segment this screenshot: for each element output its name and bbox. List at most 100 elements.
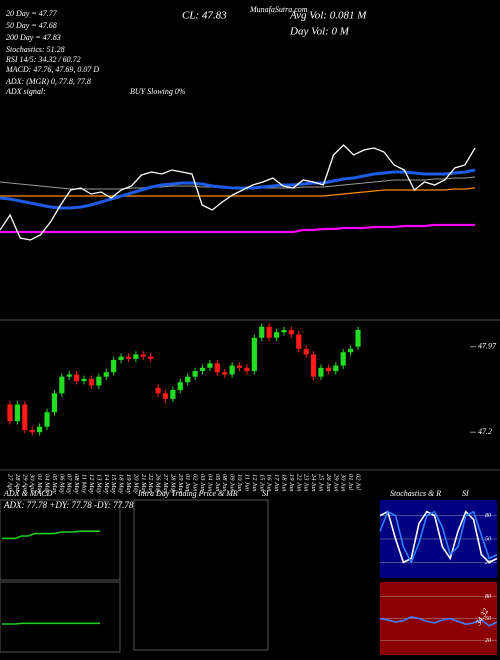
x-tick-label: 02 Jun [192,474,199,492]
panel-title: SI [262,489,269,498]
intraday-panel [133,499,269,651]
x-tick-label: 06 May [58,474,65,494]
x-tick-label: 17 Jun [273,474,280,492]
x-tick-label: 05 Jun [214,474,221,492]
line-series [379,510,498,564]
line-series [0,223,475,234]
y-tick-label: 20 [485,560,491,566]
candle-body [74,374,80,382]
x-tick-label: 08 Jun [221,474,228,492]
x-tick-label: 05 May [51,474,58,494]
x-tick-label: 15 Jun [258,474,265,492]
x-tick-label: 28 May [169,474,176,494]
x-tick-label: 01 May [36,474,43,494]
candle-body [273,332,280,338]
panel-title: ADX & MACD [3,489,53,498]
x-tick-label: 12 May [88,474,95,494]
panel-title: SI [462,489,469,498]
candle-body [81,378,87,382]
candle-body [162,393,169,399]
site-name: MunafaSutra.com [249,5,308,14]
adx: ADX: (MGR) 0, 77.8, 77.8 [5,77,91,86]
stochastics: Stochastics: 51.28 [6,45,65,54]
x-tick-label: 07 May [66,474,73,494]
candle-body [325,367,331,372]
candle-body [281,330,287,333]
x-tick-label: 25 Jun [317,474,324,492]
x-tick-label: 22 Jun [295,474,302,492]
candle-body [51,393,58,413]
y-tick-label: 47.97 [478,341,497,350]
line-series [0,144,476,241]
candle-body [199,367,206,372]
candle-body [96,376,102,386]
adx-signal: ADX signal: [5,87,46,96]
x-tick-label: 30 Jun [340,473,347,492]
candle-body [333,365,339,372]
candle-body [88,378,95,386]
candle-body [170,390,176,399]
line-series [2,622,100,625]
candle-body [347,348,354,353]
candle-body [22,404,28,430]
x-tick-label: 01 Jul [347,474,354,490]
x-tick-label: 12 Jun [251,474,258,492]
candle-body [192,371,198,377]
x-tick-label: 10 Jun [236,474,243,492]
x-tick-label: 04 Jun [206,474,213,492]
close-price: CL: 47.83 [182,10,227,22]
x-tick-label: 14 May [103,474,110,494]
candle-body [29,430,35,433]
x-tick-label: 13 May [95,474,102,494]
y-tick-label: 50 [485,616,491,622]
candle-body [148,356,154,359]
line-series [379,510,498,565]
candle-body [118,356,124,360]
x-tick-label: 20 May [132,474,139,494]
candle-body [14,404,21,422]
candle-body [214,363,220,373]
x-tick-label: 01 Jun [184,474,191,492]
macd-panel [0,581,121,653]
candle-body [155,387,161,394]
x-tick-label: 18 May [118,474,125,494]
sma-20: 20 Day = 47.77 [6,9,58,18]
candle-body [310,354,317,377]
adx-panel [0,499,121,581]
candle-body [296,334,302,349]
candle-body [37,426,43,433]
candle-body [229,365,235,375]
line-series [379,616,498,627]
candle-body [111,360,117,373]
candle-body [288,330,294,335]
x-tick-label: 29 May [177,474,184,494]
y-tick-label: 80 [485,513,491,519]
y-tick-label: 80 [485,594,491,600]
x-tick-label: 11 Jun [243,474,250,491]
x-tick-label: 29 Apr [21,474,28,492]
x-tick-label: 26 Jun [325,474,332,492]
x-tick-label: 16 Jun [266,474,273,492]
line-series [0,168,476,210]
sma-200: 200 Day = 47.83 [6,33,61,42]
candle-body [125,356,132,359]
x-tick-label: 15 May [110,474,117,494]
candle-body [355,330,361,347]
candle-body [303,348,309,355]
y-tick-label: 20 [485,638,491,644]
adx-signal-value: BUY Slowing 0% [130,87,186,96]
x-tick-label: 03 Jun [199,474,206,492]
line-series [2,530,100,540]
y-tick-label: 50 [485,536,491,542]
candle-body [177,382,183,390]
x-tick-label: 09 Jun [229,474,236,492]
sma-50: 50 Day = 47.68 [6,21,57,30]
x-tick-label: 19 Jun [288,474,295,492]
rsi: RSI 14/5: 34.32 / 60.72 [5,55,81,64]
x-tick-label: 02 Jul [355,474,362,490]
candle-body [7,404,13,422]
x-tick-label: 08 May [73,474,80,494]
x-tick-label: 22 May [147,474,154,494]
